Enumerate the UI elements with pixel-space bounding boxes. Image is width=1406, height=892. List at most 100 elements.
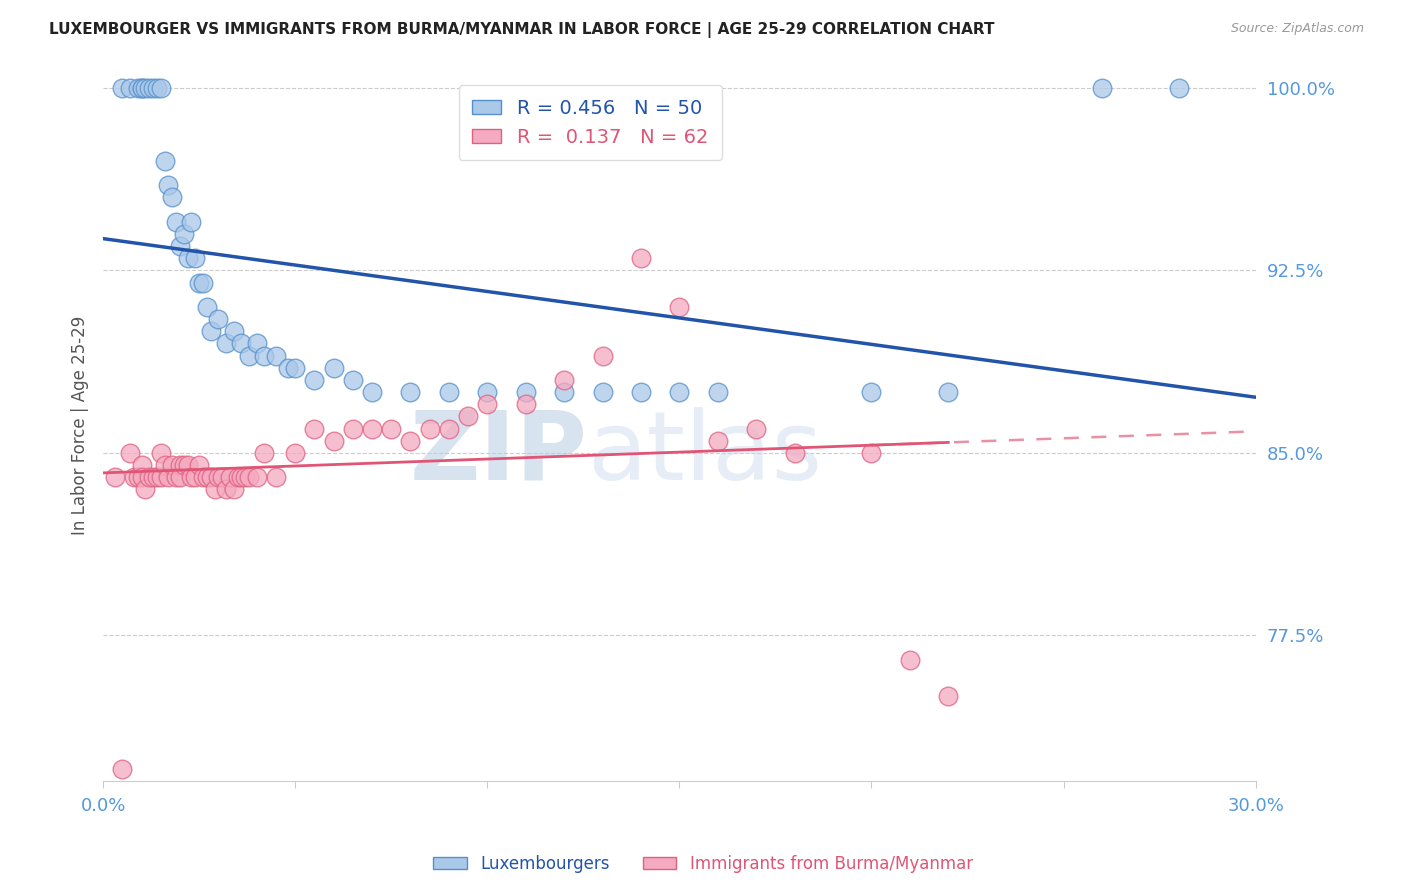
Point	[138, 470, 160, 484]
Point	[238, 470, 260, 484]
Point	[668, 300, 690, 314]
Point	[157, 470, 180, 484]
Point	[437, 385, 460, 400]
Point	[111, 81, 134, 95]
Point	[207, 312, 229, 326]
Point	[184, 252, 207, 266]
Point	[630, 252, 652, 266]
Point	[200, 324, 222, 338]
Point	[860, 385, 883, 400]
Point	[457, 409, 479, 424]
Point	[264, 470, 287, 484]
Point	[149, 81, 172, 95]
Point	[127, 81, 149, 95]
Point	[215, 483, 238, 497]
Point	[668, 385, 690, 400]
Point	[553, 373, 575, 387]
Point	[173, 227, 195, 241]
Point	[222, 324, 245, 338]
Point	[233, 470, 256, 484]
Point	[131, 470, 153, 484]
Point	[707, 385, 730, 400]
Point	[322, 360, 344, 375]
Point	[173, 458, 195, 472]
Point	[146, 470, 169, 484]
Point	[592, 349, 614, 363]
Point	[399, 385, 422, 400]
Point	[219, 470, 242, 484]
Point	[342, 373, 364, 387]
Point	[380, 421, 402, 435]
Point	[222, 483, 245, 497]
Text: ZIP: ZIP	[409, 407, 588, 500]
Point	[149, 470, 172, 484]
Point	[207, 470, 229, 484]
Point	[188, 276, 211, 290]
Point	[399, 434, 422, 448]
Point	[284, 360, 307, 375]
Point	[195, 300, 218, 314]
Point	[936, 385, 959, 400]
Point	[342, 421, 364, 435]
Point	[860, 446, 883, 460]
Point	[165, 215, 187, 229]
Legend: Luxembourgers, Immigrants from Burma/Myanmar: Luxembourgers, Immigrants from Burma/Mya…	[426, 848, 980, 880]
Point	[630, 385, 652, 400]
Point	[127, 470, 149, 484]
Point	[211, 470, 233, 484]
Point	[284, 446, 307, 460]
Point	[419, 421, 441, 435]
Point	[277, 360, 299, 375]
Point	[304, 421, 326, 435]
Text: LUXEMBOURGER VS IMMIGRANTS FROM BURMA/MYANMAR IN LABOR FORCE | AGE 25-29 CORRELA: LUXEMBOURGER VS IMMIGRANTS FROM BURMA/MY…	[49, 22, 994, 38]
Point	[936, 689, 959, 703]
Point	[184, 470, 207, 484]
Point	[142, 81, 165, 95]
Point	[264, 349, 287, 363]
Point	[1091, 81, 1114, 95]
Point	[898, 653, 921, 667]
Point	[142, 470, 165, 484]
Point	[138, 81, 160, 95]
Point	[118, 446, 141, 460]
Point	[188, 458, 211, 472]
Point	[153, 153, 176, 168]
Point	[215, 336, 238, 351]
Point	[122, 470, 145, 484]
Point	[200, 470, 222, 484]
Point	[783, 446, 806, 460]
Point	[745, 421, 768, 435]
Point	[553, 385, 575, 400]
Point	[361, 421, 384, 435]
Point	[707, 434, 730, 448]
Text: Source: ZipAtlas.com: Source: ZipAtlas.com	[1230, 22, 1364, 36]
Point	[226, 470, 249, 484]
Point	[231, 470, 253, 484]
Point	[191, 276, 214, 290]
Point	[238, 349, 260, 363]
Point	[246, 336, 269, 351]
Point	[118, 81, 141, 95]
Point	[162, 190, 184, 204]
Point	[162, 458, 184, 472]
Point	[176, 252, 198, 266]
Point	[104, 470, 127, 484]
Legend: R = 0.456   N = 50, R =  0.137   N = 62: R = 0.456 N = 50, R = 0.137 N = 62	[458, 86, 721, 161]
Point	[149, 446, 172, 460]
Point	[180, 470, 202, 484]
Point	[165, 470, 187, 484]
Point	[169, 458, 191, 472]
Point	[169, 239, 191, 253]
Point	[134, 483, 156, 497]
Point	[361, 385, 384, 400]
Point	[253, 349, 276, 363]
Point	[169, 470, 191, 484]
Point	[304, 373, 326, 387]
Point	[131, 458, 153, 472]
Point	[191, 470, 214, 484]
Point	[131, 81, 153, 95]
Point	[204, 483, 226, 497]
Point	[153, 458, 176, 472]
Point	[515, 397, 537, 411]
Point	[592, 385, 614, 400]
